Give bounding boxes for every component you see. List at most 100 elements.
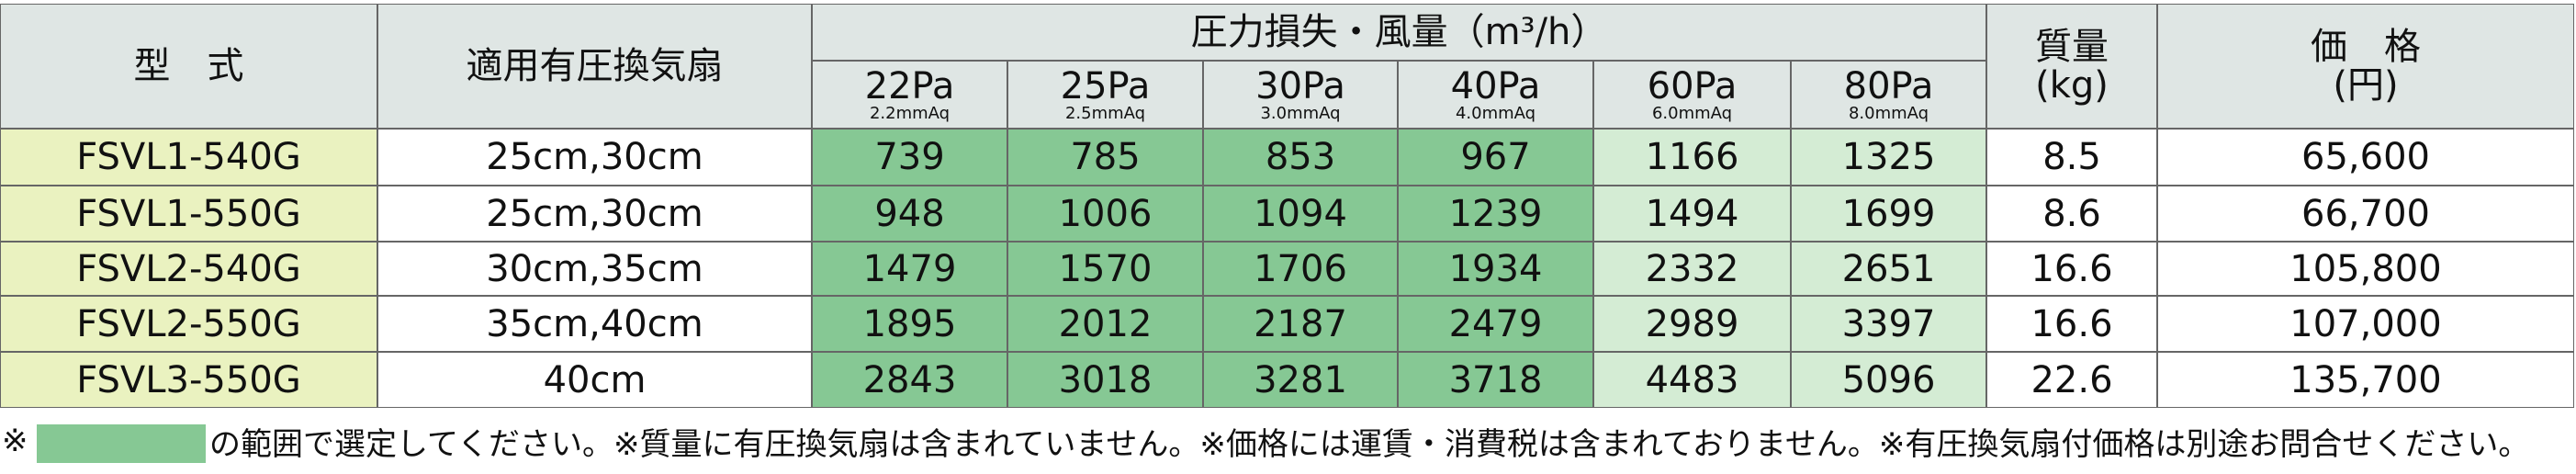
cell-text: 22Pa xyxy=(864,64,955,107)
table-cell: 2843 xyxy=(812,352,1007,408)
cell-text: 1895 xyxy=(862,302,957,345)
header-cell: 価 格 (円) xyxy=(2157,4,2574,129)
cell-text: (円) xyxy=(2333,64,2399,107)
cell-text: 1699 xyxy=(1841,192,1936,235)
table-cell: 1570 xyxy=(1007,242,1203,296)
cell-text: FSVL1-540G xyxy=(76,136,301,178)
cell-text: 2.5mmAq xyxy=(1064,103,1146,123)
header-cell: 型 式 xyxy=(0,4,377,129)
cell-text: 3397 xyxy=(1841,302,1936,345)
cell-text: 1325 xyxy=(1841,136,1936,178)
subheader-cell: 22Pa 2.2mmAq xyxy=(812,61,1007,129)
table-cell: 2479 xyxy=(1398,296,1593,352)
table-cell: 948 xyxy=(812,186,1007,242)
cell-text: 16.6 xyxy=(2030,302,2113,345)
cell-text: 6.0mmAq xyxy=(1651,103,1733,123)
footer-note: の範囲で選定してください。※質量に有圧換気扇は含まれていません。※価格には運賃・… xyxy=(209,425,2530,463)
table-cell: 1494 xyxy=(1593,186,1791,242)
table-cell: 25cm,30cm xyxy=(377,186,812,242)
table-cell: 1479 xyxy=(812,242,1007,296)
cell-text: 質量 xyxy=(2035,26,2109,68)
cell-text: 739 xyxy=(874,136,945,178)
cell-text: 1494 xyxy=(1645,192,1739,235)
cell-text: 66,700 xyxy=(2301,192,2430,235)
cell-text: 圧力損失・風量（m³/h） xyxy=(1190,11,1608,53)
cell-text: 135,700 xyxy=(2289,358,2442,401)
cell-text: 1094 xyxy=(1254,192,1347,235)
table-cell: 739 xyxy=(812,129,1007,186)
subheader-cell: 25Pa 2.5mmAq xyxy=(1007,61,1203,129)
cell-text: 4483 xyxy=(1645,358,1739,401)
cell-text: FSVL3-550G xyxy=(76,358,301,401)
cell-text: 1570 xyxy=(1058,247,1153,290)
table-cell: 1094 xyxy=(1203,186,1398,242)
cell-text: 40Pa xyxy=(1450,64,1541,107)
table-cell: 2989 xyxy=(1593,296,1791,352)
subheader-cell: 80Pa 8.0mmAq xyxy=(1791,61,1986,129)
cell-text: 2989 xyxy=(1645,302,1739,345)
cell-text: 1706 xyxy=(1254,247,1347,290)
table-cell: 135,700 xyxy=(2157,352,2574,408)
cell-text: FSVL2-550G xyxy=(76,302,301,345)
cell-text: 30Pa xyxy=(1255,64,1345,107)
cell-text: 22.6 xyxy=(2030,358,2113,401)
table-cell: 16.6 xyxy=(1986,296,2157,352)
table-cell: FSVL2-540G xyxy=(0,242,377,296)
cell-text: 785 xyxy=(1070,136,1141,178)
cell-text: (kg) xyxy=(2035,64,2109,107)
table-cell: 3718 xyxy=(1398,352,1593,408)
cell-text: 25Pa xyxy=(1060,64,1151,107)
table-cell: 2012 xyxy=(1007,296,1203,352)
cell-text: 80Pa xyxy=(1843,64,1934,107)
header-cell: 圧力損失・風量（m³/h） xyxy=(812,4,1986,61)
cell-text: 8.0mmAq xyxy=(1848,103,1929,123)
subheader-cell: 40Pa 4.0mmAq xyxy=(1398,61,1593,129)
subheader-cell: 60Pa 6.0mmAq xyxy=(1593,61,1791,129)
cell-text: 1479 xyxy=(862,247,957,290)
table-cell: 40cm xyxy=(377,352,812,408)
table-cell: 107,000 xyxy=(2157,296,2574,352)
subheader-cell: 30Pa 3.0mmAq xyxy=(1203,61,1398,129)
table-cell: 5096 xyxy=(1791,352,1986,408)
cell-text: 型 式 xyxy=(133,45,244,87)
cell-text: 3.0mmAq xyxy=(1260,103,1341,123)
cell-text: 価 格 xyxy=(2311,26,2421,68)
header-cell: 質量 (kg) xyxy=(1986,4,2157,129)
table-cell: 853 xyxy=(1203,129,1398,186)
cell-text: 107,000 xyxy=(2289,302,2442,345)
table-cell: FSVL1-550G xyxy=(0,186,377,242)
table-cell: 3018 xyxy=(1007,352,1203,408)
table-cell: 25cm,30cm xyxy=(377,129,812,186)
table-cell: 2332 xyxy=(1593,242,1791,296)
cell-text: 3018 xyxy=(1058,358,1153,401)
cell-text: 25cm,30cm xyxy=(486,136,703,178)
cell-text: 4.0mmAq xyxy=(1455,103,1536,123)
footer-mark: ※ xyxy=(2,423,28,459)
cell-text: 適用有圧換気扇 xyxy=(466,45,724,87)
cell-text: 1166 xyxy=(1645,136,1739,178)
table-cell: FSVL1-540G xyxy=(0,129,377,186)
cell-text: 2843 xyxy=(862,358,957,401)
table-cell: 16.6 xyxy=(1986,242,2157,296)
table-cell: 35cm,40cm xyxy=(377,296,812,352)
cell-text: 1934 xyxy=(1448,247,1543,290)
cell-text: 2332 xyxy=(1645,247,1739,290)
cell-text: 60Pa xyxy=(1647,64,1738,107)
table-cell: 1934 xyxy=(1398,242,1593,296)
cell-text: 2651 xyxy=(1841,247,1936,290)
table-cell: 8.6 xyxy=(1986,186,2157,242)
cell-text: 2187 xyxy=(1254,302,1347,345)
cell-text: FSVL1-550G xyxy=(76,192,301,235)
table-cell: 8.5 xyxy=(1986,129,2157,186)
table-cell: 1006 xyxy=(1007,186,1203,242)
table-cell: 66,700 xyxy=(2157,186,2574,242)
legend-swatch xyxy=(37,424,206,463)
table-cell: 785 xyxy=(1007,129,1203,186)
table-cell: FSVL2-550G xyxy=(0,296,377,352)
cell-text: 2012 xyxy=(1058,302,1153,345)
cell-text: 3281 xyxy=(1254,358,1347,401)
table-cell: 2651 xyxy=(1791,242,1986,296)
cell-text: 30cm,35cm xyxy=(486,247,703,290)
cell-text: 3718 xyxy=(1448,358,1543,401)
